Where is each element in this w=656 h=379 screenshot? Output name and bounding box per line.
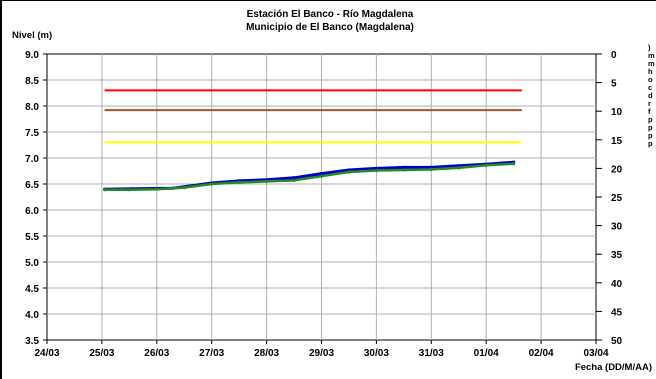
y2-axis-label-char: m	[648, 59, 655, 68]
y-axis-title: Nivel (m)	[12, 30, 52, 41]
y-tick-label: 6.5	[25, 180, 39, 191]
y-tick-label: 9.0	[25, 50, 39, 61]
series-point	[292, 178, 296, 182]
series-point	[155, 187, 159, 191]
y2-axis-label-char: p	[648, 123, 653, 132]
y2-tick-label: 40	[611, 279, 623, 290]
x-tick-label: 25/03	[89, 348, 114, 359]
plot-area: 9.0 8.5 8.0 7.5 7.0 6.5 6.0 5.5 5.0 4.5 4.0 3.5 0 5 10…	[25, 43, 655, 359]
y2-axis-label-char: h	[648, 67, 653, 76]
x-tick-label: 29/03	[309, 348, 334, 359]
series-point	[265, 179, 269, 183]
x-tick-label: 28/03	[254, 348, 279, 359]
y2-axis-label-char: c	[648, 83, 652, 92]
frame-left-border	[0, 0, 2, 379]
y2-axis-label-char: r	[648, 99, 651, 108]
series-point	[347, 170, 351, 174]
y2-tick-label: 25	[611, 193, 623, 204]
series-point	[402, 168, 406, 172]
y-tick-label: 7.5	[25, 128, 39, 139]
series-point	[457, 166, 461, 170]
series-point	[374, 168, 378, 173]
x-tick-label: 30/03	[364, 348, 389, 359]
series-line	[103, 162, 515, 191]
y2-axis-label-char: )	[648, 43, 651, 52]
series-point	[103, 188, 107, 192]
series-point	[402, 165, 406, 169]
y2-tick-label: 5	[611, 79, 617, 90]
y-tick-label: 4.0	[25, 310, 39, 321]
x-tick-label: 01/04	[474, 348, 499, 359]
y-tick-label: 7.0	[25, 154, 39, 165]
y2-axis-label-char: p	[648, 131, 653, 140]
y-tick-label: 8.0	[25, 102, 39, 113]
y2-axis-label-char: d	[648, 91, 653, 100]
y2-axis-label-char: o	[648, 75, 653, 84]
x-tick-label: 02/04	[529, 348, 554, 359]
y-tick-label: 6.0	[25, 206, 39, 217]
y2-axis-label-char: m	[648, 51, 655, 60]
chart-subtitle: Municipio de El Banco (Magdalena)	[246, 22, 414, 33]
y2-axis-label-char: p	[648, 115, 653, 124]
y-tick-label: 5.5	[25, 232, 39, 243]
series-point	[429, 167, 433, 172]
x-tick-label: 24/03	[34, 348, 59, 359]
x-axis-title: Fecha (DD/M/AA)	[575, 362, 652, 373]
y-tick-label: 8.5	[25, 76, 39, 87]
x-tick-label: 26/03	[144, 348, 169, 359]
chart-title: Estación El Banco - Río Magdalena	[247, 9, 414, 20]
series-point	[319, 172, 324, 176]
y2-tick-label: 20	[611, 164, 623, 175]
y2-tick-label: 50	[611, 336, 623, 347]
y-tick-label: 3.5	[25, 336, 39, 347]
y2-axis-label-char: p	[648, 139, 653, 148]
y2-tick-label: 10	[611, 107, 623, 118]
series-point	[319, 174, 324, 178]
x-tick-label: 27/03	[199, 348, 224, 359]
y2-tick-label: 15	[611, 136, 623, 147]
series-point	[127, 188, 131, 192]
series-point	[182, 186, 186, 190]
series-point	[292, 176, 296, 180]
y2-tick-label: 0	[611, 50, 617, 61]
frame-top-border	[0, 0, 656, 1]
y2-axis-label-char: f	[648, 107, 651, 116]
series-point	[512, 162, 516, 166]
series-point	[484, 163, 488, 167]
y2-tick-label: 45	[611, 307, 623, 318]
series-point	[210, 182, 214, 186]
x-tick-label: 03/04	[583, 348, 608, 359]
y2-tick-label: 30	[611, 222, 623, 233]
x-tick-label: 31/03	[419, 348, 444, 359]
series-point	[237, 180, 241, 185]
y-tick-label: 5.0	[25, 258, 39, 269]
y2-tick-label: 35	[611, 250, 623, 261]
y-tick-label: 4.5	[25, 284, 39, 295]
